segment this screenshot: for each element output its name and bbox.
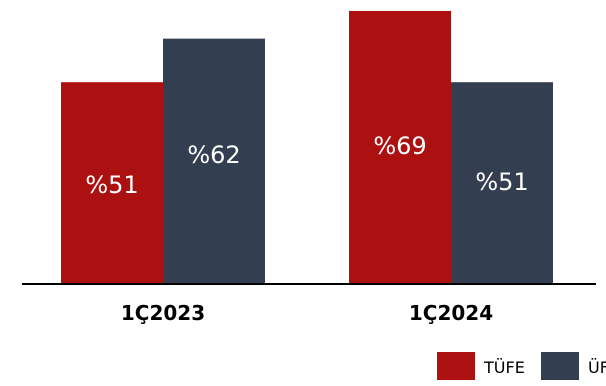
legend: TÜFE ÜFE bbox=[437, 352, 606, 380]
bar-tüfe-1 bbox=[61, 82, 163, 284]
bar-üfe-2 bbox=[451, 82, 553, 284]
legend-label-üfe: ÜFE bbox=[588, 358, 606, 377]
legend-label-tüfe: TÜFE bbox=[483, 358, 525, 377]
category-labels: 1Ç2023 1Ç2024 bbox=[121, 301, 493, 325]
data-label-tüfe-1: %51 bbox=[85, 171, 138, 199]
bar-üfe-1 bbox=[163, 38, 265, 285]
data-label-üfe-2: %51 bbox=[475, 168, 528, 196]
data-label-üfe-1: %62 bbox=[187, 141, 240, 169]
bars-group: %51 %62 %69 %51 bbox=[61, 10, 553, 285]
legend-swatch-üfe bbox=[541, 352, 579, 380]
legend-swatch-tüfe bbox=[437, 352, 475, 380]
category-label-1: 1Ç2023 bbox=[121, 301, 205, 325]
data-label-tüfe-2: %69 bbox=[373, 132, 426, 160]
bar-tüfe-2 bbox=[349, 10, 451, 284]
category-label-2: 1Ç2024 bbox=[409, 301, 493, 325]
